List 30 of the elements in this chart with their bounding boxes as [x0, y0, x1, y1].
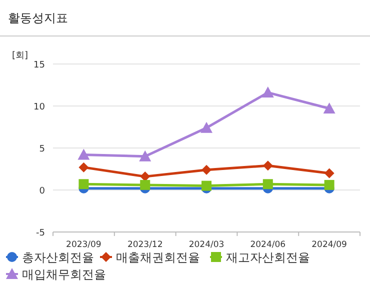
legend-label: 매입채무회전율 [22, 268, 106, 282]
point [262, 86, 274, 98]
legend-label: 총자산회전율 [22, 250, 94, 264]
x-tick-label: 2023/12 [127, 240, 163, 250]
y-tick-label: 15 [34, 60, 45, 70]
point [324, 168, 334, 178]
point [262, 179, 273, 190]
y-axis-title: [회] [12, 51, 28, 61]
y-tick-label: -5 [36, 228, 45, 238]
y-tick-label: 0 [39, 186, 46, 196]
x-tick-label: 2023/09 [66, 240, 102, 250]
point [202, 164, 212, 175]
x-tick-label: 2024/06 [250, 240, 286, 250]
point [324, 180, 334, 190]
point [78, 148, 90, 160]
point [262, 160, 273, 171]
point [200, 122, 212, 133]
chart-title: 활동성지표 [8, 11, 68, 25]
point [78, 179, 89, 190]
y-tick-label: 5 [39, 144, 45, 154]
y-tick-label: 10 [34, 102, 46, 112]
x-tick-label: 2024/03 [188, 240, 224, 250]
point [140, 180, 150, 190]
point [139, 150, 152, 162]
point [202, 180, 212, 191]
legend-label: 재고자산회전율 [226, 250, 310, 264]
point [323, 102, 336, 114]
legend-label: 매출채권회전율 [116, 250, 200, 264]
point [78, 162, 89, 172]
x-tick-label: 2024/09 [312, 240, 347, 250]
